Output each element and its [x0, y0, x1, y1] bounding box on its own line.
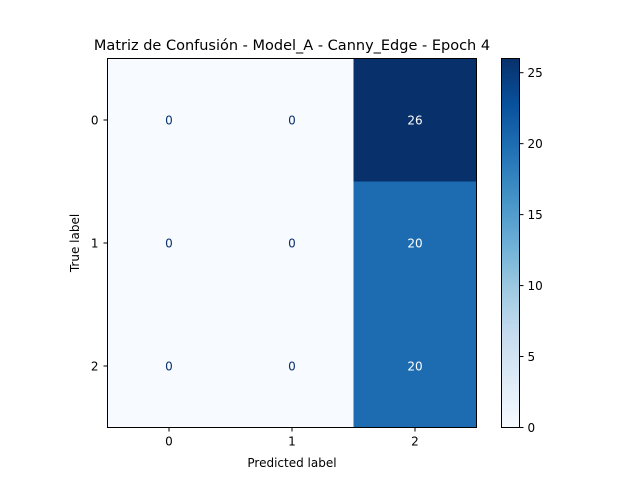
cell-value-label: 0 — [165, 237, 173, 251]
x-tick-label: 2 — [411, 435, 419, 449]
x-tick-label: 0 — [165, 435, 173, 449]
y-tick-label: 0 — [91, 114, 99, 128]
cell-value-label: 0 — [165, 114, 173, 128]
colorbar-tick-label: 15 — [528, 208, 543, 222]
x-axis: 0 1 2 — [165, 427, 419, 449]
cell-value-label: 20 — [407, 360, 422, 374]
cell-value-label: 0 — [288, 237, 296, 251]
heatmap-cell — [353, 181, 477, 305]
x-tick-label: 1 — [288, 435, 296, 449]
heatmap-cell — [107, 304, 231, 428]
heatmap-cell — [230, 304, 354, 428]
heatmap-cell — [230, 58, 354, 182]
heatmap-cell — [107, 181, 231, 305]
colorbar-tick-label: 5 — [528, 350, 536, 364]
colorbar-tick-label: 0 — [528, 421, 536, 435]
cell-value-label: 20 — [407, 237, 422, 251]
cell-value-label: 0 — [165, 360, 173, 374]
heatmap-cell — [230, 181, 354, 305]
chart-title: Matriz de Confusión - Model_A - Canny_Ed… — [94, 38, 490, 54]
y-axis-label: True label — [68, 214, 82, 273]
x-axis-label: Predicted label — [247, 456, 336, 470]
colorbar-tick-label: 10 — [528, 279, 543, 293]
heatmap-cell-labels: 0 0 26 0 0 20 0 0 20 — [165, 114, 422, 374]
colorbar-tick-label: 20 — [528, 137, 543, 151]
y-axis: 0 1 2 — [91, 114, 108, 374]
heatmap-cell — [353, 58, 477, 182]
cell-value-label: 26 — [407, 114, 422, 128]
heatmap-cell — [107, 58, 231, 182]
y-tick-label: 2 — [91, 360, 99, 374]
cell-value-label: 0 — [288, 114, 296, 128]
colorbar-ticks: 0 5 10 15 20 25 — [519, 66, 543, 435]
heatmap-cell — [353, 304, 477, 428]
cell-value-label: 0 — [288, 360, 296, 374]
colorbar-tick-label: 25 — [528, 66, 543, 80]
y-tick-label: 1 — [91, 237, 99, 251]
colorbar — [501, 58, 520, 428]
heatmap-cells — [107, 58, 477, 428]
